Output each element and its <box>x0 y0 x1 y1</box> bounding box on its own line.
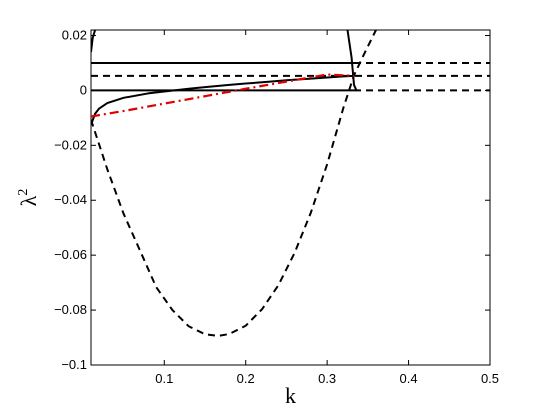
series-line <box>91 73 355 118</box>
x-tick-label: 0.5 <box>481 371 499 386</box>
series-line <box>91 30 377 337</box>
y-tick-label: 0.02 <box>62 27 87 42</box>
series-line <box>91 30 97 53</box>
ticks-layer: 0.1 0.2 0.3 0.4 0.5 −0.1 −0.08 −0.06 −0.04 −0.02 0… <box>54 27 499 386</box>
series-layer <box>91 30 490 337</box>
y-axis-label: λ2 <box>16 189 41 207</box>
plot-area: 0.1 0.2 0.3 0.4 0.5 −0.1 −0.08 −0.06 −0.04 −0.02 0… <box>54 27 499 386</box>
y-tick-label: −0.06 <box>54 247 87 262</box>
plot-frame <box>90 29 491 366</box>
x-tick-label: 0.3 <box>318 371 336 386</box>
x-tick-label: 0.4 <box>400 371 418 386</box>
x-axis-label: k <box>285 383 296 408</box>
y-tick-label: 0 <box>80 82 87 97</box>
y-tick-label: −0.08 <box>54 302 87 317</box>
y-tick-label: −0.1 <box>61 357 87 372</box>
y-axis-label-superscript: 2 <box>16 189 31 196</box>
y-tick-label: −0.04 <box>54 192 87 207</box>
y-tick-label: −0.02 <box>54 137 87 152</box>
y-axis-label-base: λ <box>16 195 41 206</box>
x-tick-label: 0.2 <box>237 371 255 386</box>
series-line <box>346 30 358 91</box>
x-tick-label: 0.1 <box>155 371 173 386</box>
series-line <box>91 74 355 126</box>
